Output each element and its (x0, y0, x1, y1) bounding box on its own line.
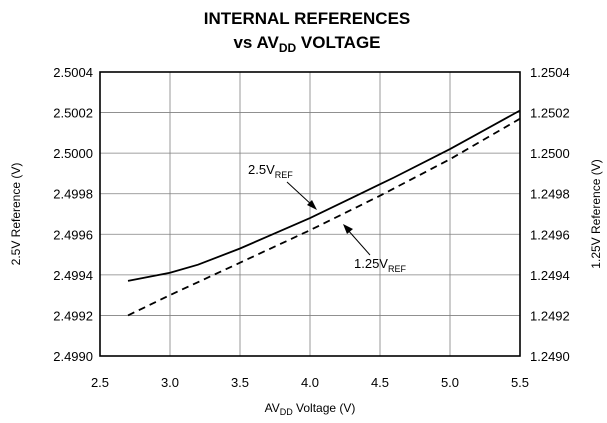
y-right-tick-labels: 1.2504 1.2502 1.2500 1.2498 1.2496 1.2494 1.24… (530, 65, 570, 364)
annotation-2-5vref: 2.5VREF (248, 162, 317, 210)
annotation-2-5vref-arrowhead (307, 200, 317, 210)
x-tick-label: 2.5 (91, 375, 109, 390)
annotation-2-5vref-leader (286, 181, 314, 207)
series-line-1-25v-ref (127, 117, 521, 317)
chart-title-line2-suffix: VOLTAGE (296, 33, 380, 52)
y-right-tick-label: 1.2504 (530, 65, 570, 80)
y-right-tick-label: 1.2500 (530, 146, 570, 161)
annotation-1-25vref-prefix: 1.25V (354, 256, 388, 271)
x-tick-label: 5.5 (511, 375, 529, 390)
annotation-1-25vref-arrowhead (343, 224, 353, 234)
series-group (127, 109, 521, 317)
series-line-2-5v-ref (127, 109, 521, 282)
annotation-1-25vref-label: 1.25VREF (354, 256, 406, 274)
y-right-tick-label: 1.2498 (530, 187, 570, 202)
x-tick-label: 3.5 (231, 375, 249, 390)
y-left-tick-label: 2.4990 (53, 349, 93, 364)
x-tick-label: 4.0 (301, 375, 319, 390)
chart-title-line2-sub: DD (279, 41, 297, 55)
y-left-axis-label: 2.5V Reference (V) (9, 163, 23, 266)
y-left-tick-label: 2.4998 (53, 187, 93, 202)
y-right-tick-label: 1.2502 (530, 106, 570, 121)
chart-title-line2-prefix: vs AV (233, 33, 279, 52)
chart-title-line2: vs AVDD VOLTAGE (233, 33, 380, 55)
annotation-2-5vref-label: 2.5VREF (248, 162, 293, 180)
y-right-axis-label: 1.25V Reference (V) (589, 159, 603, 268)
annotation-2-5vref-prefix: 2.5V (248, 162, 275, 177)
y-left-tick-label: 2.4994 (53, 268, 93, 283)
y-left-tick-labels: 2.5004 2.5002 2.5000 2.4998 2.4996 2.4994 2.49… (53, 65, 93, 364)
chart-title-line1: INTERNAL REFERENCES (204, 9, 411, 28)
y-left-tick-label: 2.5002 (53, 106, 93, 121)
y-right-tick-label: 1.2490 (530, 349, 570, 364)
y-left-tick-label: 2.4996 (53, 227, 93, 242)
x-tick-label: 4.5 (371, 375, 389, 390)
annotation-1-25vref: 1.25VREF (343, 224, 406, 274)
y-left-tick-label: 2.5000 (53, 146, 93, 161)
annotation-1-25vref-sub: REF (388, 264, 407, 274)
y-left-tick-label: 2.5004 (53, 65, 93, 80)
y-right-tick-label: 1.2494 (530, 268, 570, 283)
x-axis-label: AVDD Voltage (V) (265, 401, 356, 417)
x-axis-label-prefix: AV (265, 401, 280, 415)
x-tick-label: 5.0 (441, 375, 459, 390)
x-tick-labels: 2.5 3.0 3.5 4.0 4.5 5.0 5.5 (91, 375, 529, 390)
annotation-2-5vref-sub: REF (275, 170, 294, 180)
y-left-tick-label: 2.4992 (53, 308, 93, 323)
x-axis-label-suffix: Voltage (V) (293, 401, 356, 415)
x-tick-label: 3.0 (161, 375, 179, 390)
plot-frame (99, 71, 521, 357)
y-right-tick-label: 1.2496 (530, 227, 570, 242)
grid (100, 72, 520, 356)
x-axis-label-sub: DD (280, 407, 293, 417)
y-right-tick-label: 1.2492 (530, 308, 570, 323)
annotation-1-25vref-leader (346, 228, 371, 256)
